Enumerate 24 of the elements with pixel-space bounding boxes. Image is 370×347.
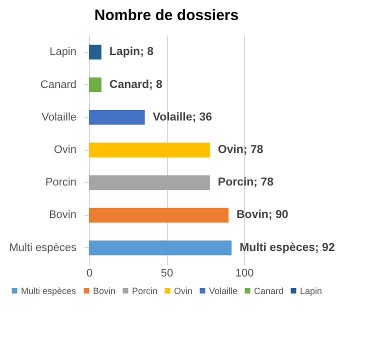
x-tick-label: 100 — [235, 268, 254, 280]
data-label: Ovin; 78 — [218, 144, 264, 156]
data-label: Porcin; 78 — [218, 176, 274, 189]
y-tick-label: Porcin — [45, 176, 76, 189]
y-tick-label: Bovin — [48, 209, 76, 222]
legend-label: Porcin — [132, 286, 158, 296]
y-tick-label: Lapin — [50, 46, 76, 58]
x-tick-label: 0 — [86, 268, 93, 280]
chart-title: Nombre de dossiers — [94, 7, 239, 24]
data-label: Volaille; 36 — [152, 111, 212, 124]
data-label: Canard; 8 — [109, 78, 164, 91]
legend-label: Lapin — [300, 286, 322, 296]
data-label: Bovin; 90 — [236, 209, 288, 222]
legend-label: Volaille — [209, 286, 238, 296]
y-tick-label: Volaille — [42, 111, 76, 124]
y-tick-label: Canard — [40, 78, 76, 91]
y-tick-label: Multi espèces — [9, 242, 77, 254]
data-label: Multi espèces; 92 — [240, 242, 335, 254]
legend-label: Bovin — [93, 286, 116, 296]
x-tick-label: 50 — [160, 268, 174, 280]
data-label: Lapin; 8 — [109, 46, 154, 58]
legend-label: Ovin — [174, 286, 193, 296]
legend-label: Canard — [254, 286, 284, 296]
y-tick-label: Ovin — [54, 144, 76, 156]
